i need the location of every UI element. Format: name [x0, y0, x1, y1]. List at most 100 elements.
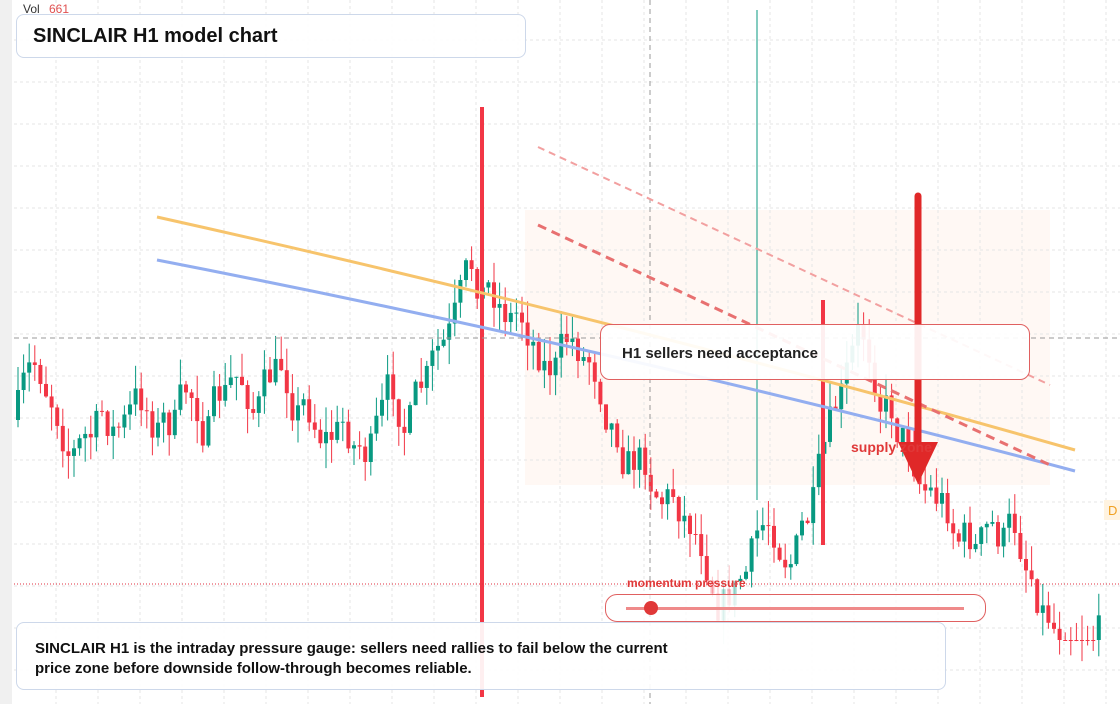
- candle-body: [788, 564, 793, 568]
- candle-body: [682, 515, 687, 522]
- candle-body: [660, 497, 664, 505]
- trend-lower: [537, 223, 1051, 467]
- candle-body: [783, 559, 788, 568]
- candle-body: [83, 433, 88, 439]
- candle-body: [570, 338, 575, 343]
- candle-body: [122, 414, 127, 428]
- candle-body: [738, 578, 743, 582]
- candle-body: [296, 405, 300, 421]
- candle-body: [251, 409, 256, 413]
- candle-body: [1046, 605, 1051, 623]
- candle-body: [772, 525, 776, 548]
- candle-body: [1040, 605, 1045, 613]
- candle-body: [688, 515, 692, 535]
- callout: H1 sellers need acceptance: [600, 324, 1030, 380]
- candle-body: [212, 386, 216, 417]
- candle-body: [402, 426, 407, 433]
- candle-body: [284, 370, 289, 394]
- candle-body: [884, 395, 888, 412]
- candle-body: [88, 433, 93, 438]
- candle-body: [464, 260, 468, 280]
- candle-body: [548, 360, 552, 376]
- candle-body: [508, 312, 513, 323]
- candle-body: [200, 421, 205, 446]
- candle-body: [615, 423, 620, 448]
- candle-body: [139, 388, 144, 411]
- candle-body: [1096, 615, 1101, 640]
- candle-body: [956, 533, 961, 542]
- candle-body: [710, 580, 715, 594]
- candle-body: [150, 411, 155, 438]
- candle-body: [262, 369, 267, 397]
- candle-body: [396, 399, 401, 427]
- candle-body: [374, 415, 379, 434]
- candle-body: [945, 493, 950, 524]
- candle-body: [732, 581, 737, 606]
- candle-body: [385, 374, 390, 400]
- gauge-box: [605, 594, 986, 622]
- candle-body: [357, 445, 362, 447]
- candle-body: [996, 522, 1000, 547]
- candle-body: [833, 406, 838, 410]
- candle-body: [598, 381, 603, 405]
- candle-body: [990, 522, 995, 524]
- candle-body: [223, 385, 228, 401]
- candle-body: [329, 431, 334, 440]
- zone-label: supply zone: [851, 439, 932, 455]
- candle-body: [105, 411, 110, 436]
- candle-body: [312, 422, 317, 430]
- candle-body: [821, 300, 825, 545]
- candle-body: [1007, 513, 1012, 528]
- candle-body: [609, 423, 614, 430]
- candle-body: [1052, 622, 1056, 629]
- candle-body: [951, 523, 956, 534]
- candle-body: [441, 339, 446, 346]
- candle-body: [178, 384, 183, 410]
- candle-body: [352, 445, 356, 449]
- candle-body: [693, 534, 698, 536]
- candle-body: [581, 357, 586, 362]
- candle-body: [665, 489, 670, 505]
- candle-body: [307, 399, 312, 423]
- candle-body: [419, 381, 424, 388]
- candle-body: [928, 487, 933, 491]
- candle-body: [1001, 527, 1006, 547]
- candle-body: [699, 534, 704, 557]
- candle-body: [968, 522, 972, 550]
- candle-body: [1074, 640, 1079, 641]
- candle-body: [49, 396, 54, 408]
- candle-body: [979, 527, 984, 544]
- down-arrow-head: [898, 442, 938, 484]
- candle-body: [290, 393, 295, 421]
- candle-body: [520, 312, 524, 323]
- candle-body: [531, 341, 536, 346]
- candle-body: [256, 396, 261, 413]
- candle-body: [973, 543, 978, 550]
- candle-body: [1018, 532, 1023, 559]
- candle-body: [16, 390, 20, 420]
- candle-body: [626, 451, 631, 475]
- candle-body: [984, 523, 989, 528]
- candle-body: [184, 384, 188, 393]
- candle-body: [962, 522, 967, 542]
- candle-body: [452, 302, 457, 324]
- candle-body: [408, 405, 412, 433]
- candle-body: [32, 362, 37, 365]
- candle-body: [800, 520, 804, 536]
- candle-body: [240, 376, 244, 386]
- gauge-knob[interactable]: [644, 601, 658, 615]
- description-box: SINCLAIR H1 is the intraday pressure gau…: [16, 622, 946, 690]
- candle-body: [1091, 640, 1096, 641]
- candle-body: [760, 525, 765, 531]
- candle-body: [318, 429, 323, 444]
- gauge-label: momentum pressure: [627, 576, 746, 590]
- candle-body: [116, 426, 121, 428]
- candle-body: [324, 431, 328, 444]
- candle-body: [268, 369, 272, 383]
- candle-body: [144, 410, 149, 412]
- candle-body: [60, 425, 65, 452]
- candle-body: [346, 421, 351, 449]
- candle-body: [604, 404, 608, 430]
- candle-body: [1063, 640, 1068, 641]
- candle-body: [273, 358, 278, 383]
